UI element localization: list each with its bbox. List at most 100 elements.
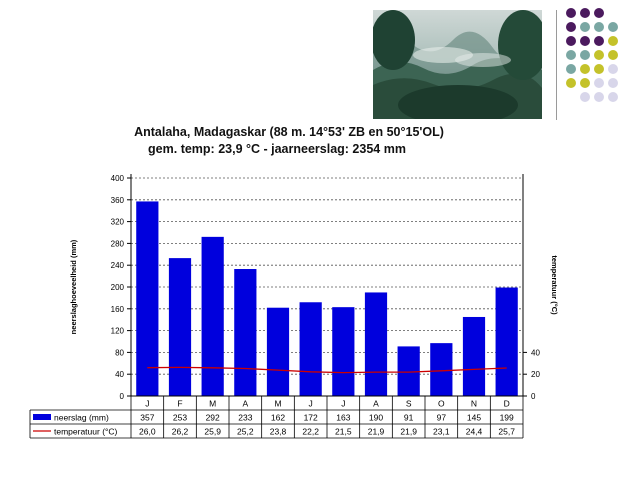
y-tick-label: 240: [111, 261, 125, 270]
bar: [495, 287, 518, 396]
x-tick-label: O: [438, 399, 445, 409]
data-label-rain: 163: [336, 413, 350, 423]
dot: [580, 8, 590, 18]
legend-swatch-rain: [33, 414, 51, 420]
data-label-temperature: 21,9: [368, 427, 385, 437]
dot: [594, 78, 604, 88]
y2-tick-label: 0: [531, 392, 536, 401]
dot: [608, 78, 618, 88]
x-tick-label: M: [274, 399, 281, 409]
bar: [430, 343, 453, 396]
data-label-rain: 357: [140, 413, 154, 423]
data-label-rain: 162: [271, 413, 285, 423]
bar: [136, 201, 159, 396]
y-tick-label: 400: [111, 174, 125, 183]
bar: [266, 307, 290, 396]
y-tick-label: 80: [115, 348, 124, 357]
data-label-rain: 91: [404, 413, 414, 423]
bar: [364, 292, 388, 396]
bar: [397, 346, 420, 396]
dot: [594, 92, 604, 102]
data-label-temperature: 24,4: [466, 427, 483, 437]
legend-label-temperature: temperatuur (°C): [54, 427, 118, 437]
dot: [580, 36, 590, 46]
dot: [608, 22, 618, 32]
divider-line: [556, 10, 557, 120]
data-label-temperature: 25,9: [204, 427, 221, 437]
dot: [580, 22, 590, 32]
dot: [566, 36, 576, 46]
dot: [608, 36, 618, 46]
x-tick-label: A: [242, 399, 248, 409]
data-label-rain: 253: [173, 413, 187, 423]
y-tick-label: 360: [111, 196, 125, 205]
dot: [580, 50, 590, 60]
dot: [608, 92, 618, 102]
x-tick-label: D: [504, 399, 510, 409]
legend-label-rain: neerslag (mm): [54, 413, 109, 423]
y-tick-label: 160: [111, 305, 125, 314]
data-label-rain: 145: [467, 413, 481, 423]
data-label-temperature: 21,9: [400, 427, 417, 437]
data-label-temperature: 23,8: [270, 427, 287, 437]
forest-photo: [373, 10, 542, 119]
y2-tick-label: 20: [531, 370, 540, 379]
dot: [580, 78, 590, 88]
bar: [201, 236, 224, 396]
bar: [299, 302, 322, 396]
decorative-dot-grid: [566, 8, 622, 104]
y-tick-label: 0: [120, 392, 125, 401]
temperature-line: [147, 366, 507, 374]
y-tick-label: 320: [111, 218, 125, 227]
x-tick-label: J: [145, 399, 149, 409]
x-tick-label: N: [471, 399, 477, 409]
dot: [608, 64, 618, 74]
x-tick-label: J: [309, 399, 313, 409]
y-axis-title: neerslaghoeveelheid (mm): [69, 239, 78, 334]
climate-chart: 0 40 80 120 160 200 240 280 320 360 400 0 20 40 neersl…: [29, 174, 559, 439]
bar: [168, 258, 192, 396]
data-label-rain: 233: [238, 413, 252, 423]
dot: [594, 8, 604, 18]
x-tick-label: A: [373, 399, 379, 409]
data-label-temperature: 21,5: [335, 427, 352, 437]
dot: [566, 50, 576, 60]
data-label-rain: 97: [437, 413, 447, 423]
dot: [594, 50, 604, 60]
dot: [580, 64, 590, 74]
data-label-temperature: 22,2: [302, 427, 319, 437]
data-label-rain: 199: [500, 413, 514, 423]
y-tick-label: 280: [111, 239, 125, 248]
data-label-temperature: 25,7: [498, 427, 515, 437]
dot: [566, 22, 576, 32]
data-label-temperature: 26,2: [172, 427, 189, 437]
chart-subtitle: gem. temp: 23,9 °C - jaarneerslag: 2354 …: [148, 142, 406, 156]
y2-tick-label: 40: [531, 348, 540, 357]
data-label-rain: 172: [304, 413, 318, 423]
dot: [580, 92, 590, 102]
bar: [332, 307, 355, 396]
dot: [566, 64, 576, 74]
data-label-temperature: 26,0: [139, 427, 156, 437]
dot: [608, 50, 618, 60]
dot: [594, 36, 604, 46]
data-label-temperature: 23,1: [433, 427, 450, 437]
bar: [234, 269, 257, 396]
y-tick-label: 200: [111, 283, 125, 292]
y-tick-label: 40: [115, 370, 124, 379]
bar: [462, 316, 486, 396]
data-label-rain: 190: [369, 413, 383, 423]
y-tick-label: 120: [111, 327, 125, 336]
x-tick-label: M: [209, 399, 216, 409]
x-tick-label: J: [341, 399, 345, 409]
y2-axis-title: temperatuur (°C): [550, 255, 559, 315]
data-label-temperature: 25,2: [237, 427, 254, 437]
data-label-rain: 292: [206, 413, 220, 423]
dot: [594, 22, 604, 32]
dot: [566, 8, 576, 18]
dot: [594, 64, 604, 74]
x-tick-label: S: [406, 399, 412, 409]
chart-title: Antalaha, Madagaskar (88 m. 14°53' ZB en…: [134, 125, 444, 139]
dot: [566, 78, 576, 88]
x-tick-label: F: [177, 399, 182, 409]
